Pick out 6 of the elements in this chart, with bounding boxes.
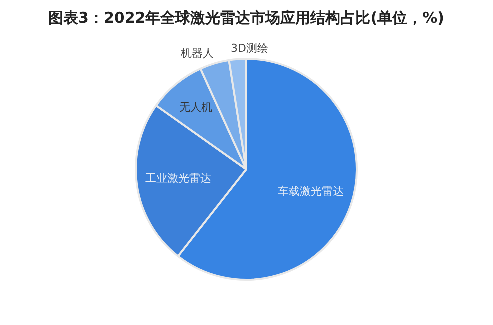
slice-label: 无人机: [179, 101, 212, 114]
slice-label: 工业激光雷达: [146, 172, 212, 186]
slice-label: 车载激光雷达: [278, 184, 344, 198]
slice-label: 3D测绘: [231, 42, 269, 56]
chart-title: 图表3：2022年全球激光雷达市场应用结构占比(单位，%): [48, 8, 444, 27]
slice-label: 机器人: [180, 46, 214, 60]
